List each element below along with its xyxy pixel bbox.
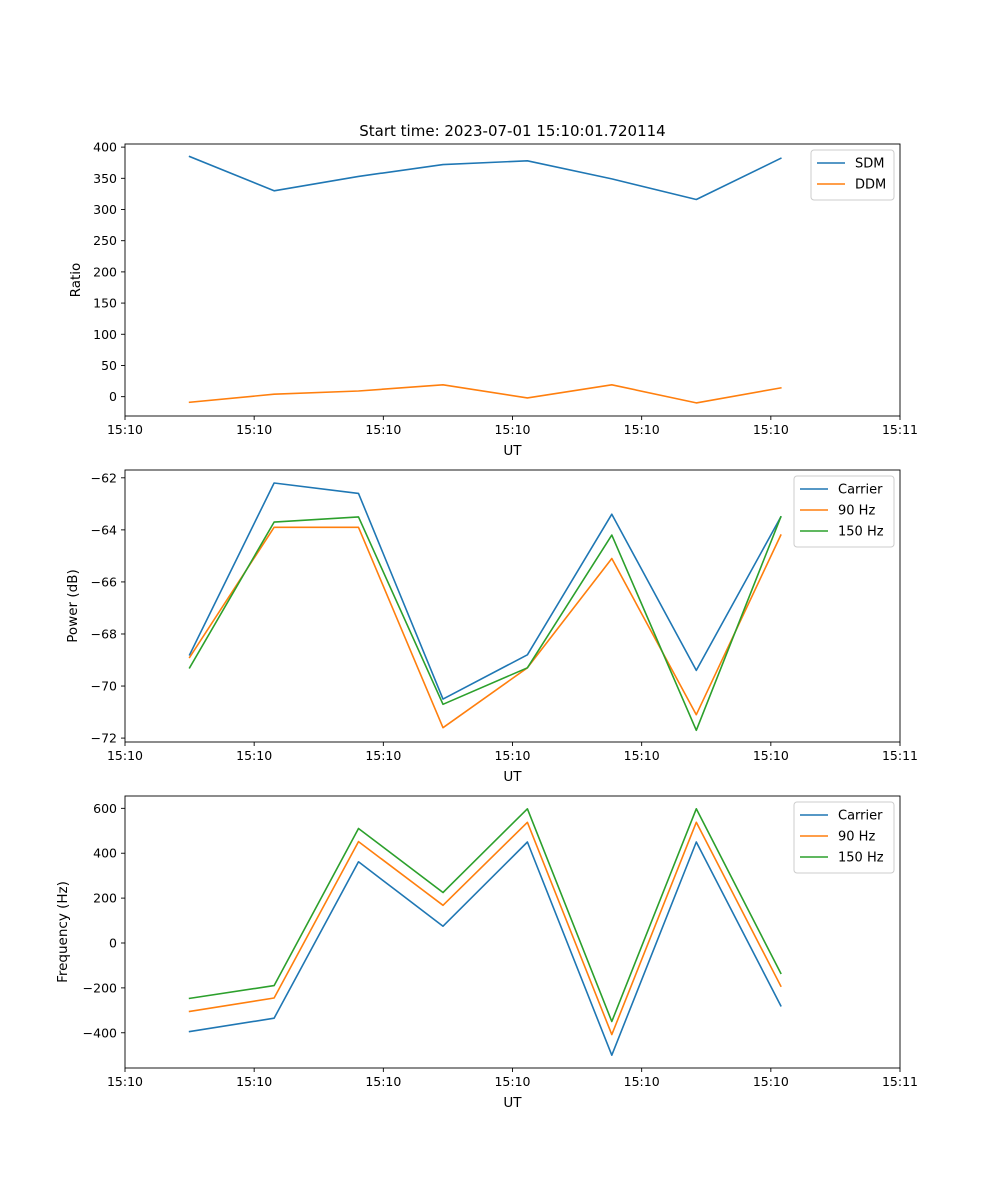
y-tick-label: 100 [93, 327, 117, 342]
legend: Carrier 90 Hz 150 Hz [793, 801, 895, 874]
y-tick-label: −64 [91, 522, 117, 537]
x-tick-label: 15:10 [753, 1074, 789, 1089]
x-tick-label: 15:10 [494, 1074, 530, 1089]
x-tick-label: 15:10 [753, 422, 789, 437]
series-line-150-hz [188, 807, 782, 1023]
x-tick-label: 15:10 [365, 422, 401, 437]
x-tick-label: 15:10 [107, 1074, 143, 1089]
x-axis-label: UT [503, 443, 522, 459]
legend-label: 90 Hz [838, 504, 875, 519]
y-tick-label: 600 [93, 801, 117, 816]
x-tick-label: 15:10 [494, 422, 530, 437]
y-tick-label: −62 [91, 470, 117, 485]
y-tick-label: 350 [93, 171, 117, 186]
x-axis-label: UT [503, 1095, 522, 1111]
series-line-carrier [188, 841, 782, 1056]
x-tick-label: 15:10 [753, 748, 789, 763]
legend-label: Carrier [838, 483, 883, 498]
legend-label: DDM [855, 178, 886, 193]
x-tick-label: 15:10 [236, 748, 272, 763]
chart-panels: 15:10 15:10 15:10 15:10 15:10 15:10 15:11 0 50 10… [55, 140, 918, 1111]
y-tick-label: −400 [83, 1025, 117, 1040]
x-tick-label: 15:10 [107, 422, 143, 437]
legend-box [793, 475, 895, 548]
legend: SDM DDM [810, 149, 895, 201]
legend-box [793, 801, 895, 874]
chart-panel-3: 15:10 15:10 15:10 15:10 15:10 15:10 15:11 −400 −… [55, 795, 918, 1111]
x-tick-label: 15:11 [882, 748, 918, 763]
y-tick-label: −70 [91, 679, 117, 694]
x-tick-label: 15:10 [494, 748, 530, 763]
y-axis-label: Power (dB) [65, 569, 81, 642]
chart-panel-1: 15:10 15:10 15:10 15:10 15:10 15:10 15:11 0 50 10… [68, 140, 918, 459]
y-tick-label: 50 [101, 358, 117, 373]
series-line-90-hz [188, 821, 782, 1036]
x-tick-label: 15:10 [365, 1074, 401, 1089]
y-tick-label: 0 [109, 389, 117, 404]
legend: Carrier 90 Hz 150 Hz [793, 475, 895, 548]
y-tick-label: 300 [93, 202, 117, 217]
y-tick-label: 200 [93, 891, 117, 906]
legend-label: SDM [855, 157, 884, 172]
y-tick-label: 250 [93, 233, 117, 248]
y-axis-label: Frequency (Hz) [55, 881, 71, 983]
y-tick-label: 0 [109, 935, 117, 950]
legend-label: 150 Hz [838, 851, 884, 866]
x-tick-label: 15:10 [236, 1074, 272, 1089]
y-tick-label: 200 [93, 264, 117, 279]
x-axis-label: UT [503, 769, 522, 785]
legend-label: 90 Hz [838, 830, 875, 845]
x-tick-label: 15:11 [882, 422, 918, 437]
legend-label: 150 Hz [838, 525, 884, 540]
y-tick-label: 400 [93, 846, 117, 861]
y-tick-label: 400 [93, 140, 117, 155]
series-line-ddm [188, 383, 782, 404]
figure-title: Start time: 2023-07-01 15:10:01.720114 [359, 122, 665, 140]
y-tick-label: −72 [91, 731, 117, 746]
y-tick-label: −68 [91, 626, 117, 641]
y-axis-label: Ratio [68, 263, 84, 298]
series-line-carrier [188, 482, 782, 700]
x-tick-label: 15:10 [236, 422, 272, 437]
y-tick-label: 150 [93, 296, 117, 311]
x-tick-label: 15:10 [624, 1074, 660, 1089]
y-tick-label: −200 [83, 980, 117, 995]
chart-panel-2: 15:10 15:10 15:10 15:10 15:10 15:10 15:11 −72 −7… [65, 469, 918, 785]
legend-label: Carrier [838, 809, 883, 824]
x-tick-label: 15:10 [624, 422, 660, 437]
x-tick-label: 15:10 [624, 748, 660, 763]
series-line-150-hz [188, 515, 782, 732]
x-tick-label: 15:10 [365, 748, 401, 763]
x-tick-label: 15:10 [107, 748, 143, 763]
series-line-90-hz [188, 526, 782, 729]
x-tick-label: 15:11 [882, 1074, 918, 1089]
series-line-sdm [188, 155, 782, 201]
y-tick-label: −66 [91, 574, 117, 589]
